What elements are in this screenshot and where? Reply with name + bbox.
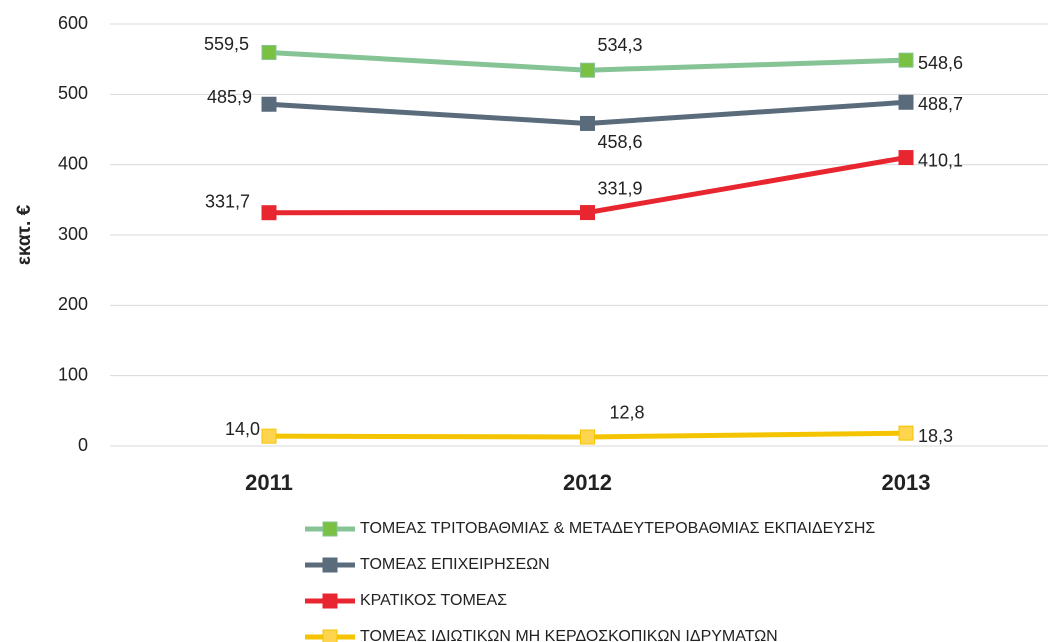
- marker: [580, 62, 595, 78]
- data-label: 458,6: [598, 132, 643, 152]
- data-label: 14,0: [225, 419, 260, 439]
- marker: [580, 429, 595, 445]
- data-label: 488,7: [918, 94, 963, 114]
- marker: [261, 44, 277, 60]
- y-axis-label: εκατ. €: [14, 204, 35, 265]
- y-tick-label: 0: [78, 435, 88, 455]
- legend-label: ΤΟΜΕΑΣ ΙΔΙΩΤΙΚΩΝ ΜΗ ΚΕΡΔΟΣΚΟΠΙΚΩΝ ΙΔΡΥΜΑ…: [360, 628, 778, 642]
- legend-swatch-marker: [322, 629, 338, 642]
- marker: [898, 52, 914, 68]
- legend-swatch-marker: [322, 521, 338, 537]
- data-label: 18,3: [918, 426, 953, 446]
- data-label: 331,7: [205, 191, 250, 211]
- data-label: 12,8: [610, 403, 645, 423]
- legend-label: ΤΟΜΕΑΣ ΤΡΙΤΟΒΑΘΜΙΑΣ & ΜΕΤΑΔΕΥΤΕΡΟΒΑΘΜΙΑΣ…: [360, 520, 875, 537]
- data-label: 485,9: [207, 87, 252, 107]
- marker: [898, 94, 914, 110]
- y-tick-label: 400: [58, 153, 88, 173]
- marker: [898, 425, 914, 441]
- data-label: 548,6: [918, 53, 963, 73]
- y-tick-label: 600: [58, 13, 88, 33]
- x-tick-label: 2013: [882, 470, 931, 495]
- data-label: 410,1: [918, 150, 963, 170]
- legend-swatch-marker: [322, 593, 338, 609]
- data-label: 331,9: [598, 178, 643, 198]
- data-label: 559,5: [204, 34, 249, 54]
- y-tick-label: 300: [58, 224, 88, 244]
- marker: [898, 150, 914, 166]
- series-line: [268, 155, 907, 216]
- legend-label: ΤΟΜΕΑΣ ΕΠΙΧΕΙΡΗΣΕΩΝ: [360, 556, 550, 573]
- marker: [580, 205, 595, 221]
- y-tick-label: 500: [58, 83, 88, 103]
- marker: [261, 205, 277, 221]
- y-tick-label: 100: [58, 364, 88, 384]
- marker: [261, 428, 277, 444]
- y-tick-label: 200: [58, 294, 88, 314]
- legend-swatch-marker: [322, 557, 338, 573]
- x-tick-label: 2012: [563, 470, 612, 495]
- x-tick-label: 2011: [245, 470, 293, 495]
- legend-label: ΚΡΑΤΙΚΟΣ ΤΟΜΕΑΣ: [360, 592, 507, 609]
- marker: [580, 115, 595, 131]
- data-label: 534,3: [598, 35, 643, 55]
- marker: [261, 96, 277, 112]
